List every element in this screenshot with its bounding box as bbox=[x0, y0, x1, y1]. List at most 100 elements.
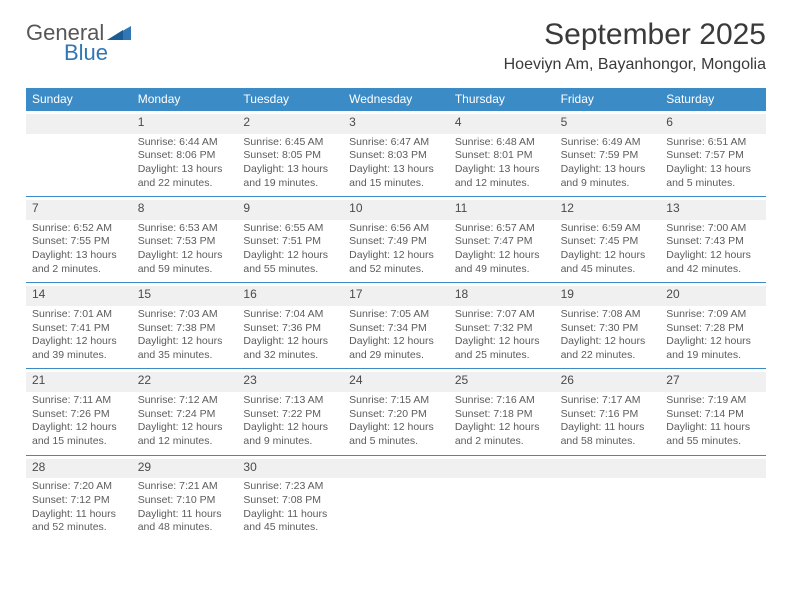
sunrise-text: Sunrise: 7:00 AM bbox=[666, 222, 760, 236]
day-number bbox=[666, 460, 760, 476]
week-row: 7Sunrise: 6:52 AMSunset: 7:55 PMDaylight… bbox=[26, 197, 766, 283]
day-number bbox=[455, 460, 549, 476]
day-cell: 24Sunrise: 7:15 AMSunset: 7:20 PMDayligh… bbox=[343, 369, 449, 454]
daylight-text: Daylight: 12 hours and 49 minutes. bbox=[455, 249, 549, 276]
daylight-text: Daylight: 11 hours and 45 minutes. bbox=[243, 508, 337, 535]
day-number bbox=[561, 460, 655, 476]
day-cell: 6Sunrise: 6:51 AMSunset: 7:57 PMDaylight… bbox=[660, 111, 766, 196]
sunrise-text: Sunrise: 6:47 AM bbox=[349, 136, 443, 150]
week-row: 14Sunrise: 7:01 AMSunset: 7:41 PMDayligh… bbox=[26, 283, 766, 369]
sunset-text: Sunset: 7:49 PM bbox=[349, 235, 443, 249]
day-number: 22 bbox=[138, 373, 232, 389]
sunrise-text: Sunrise: 7:20 AM bbox=[32, 480, 126, 494]
day-number-row: 5 bbox=[555, 114, 661, 134]
day-cell: 13Sunrise: 7:00 AMSunset: 7:43 PMDayligh… bbox=[660, 197, 766, 282]
day-number: 2 bbox=[243, 115, 337, 131]
sunset-text: Sunset: 7:53 PM bbox=[138, 235, 232, 249]
sunrise-text: Sunrise: 6:51 AM bbox=[666, 136, 760, 150]
daylight-text: Daylight: 12 hours and 9 minutes. bbox=[243, 421, 337, 448]
sunrise-text: Sunrise: 7:21 AM bbox=[138, 480, 232, 494]
day-number-row: 22 bbox=[132, 372, 238, 392]
day-number: 12 bbox=[561, 201, 655, 217]
day-number: 16 bbox=[243, 287, 337, 303]
sunrise-text: Sunrise: 7:15 AM bbox=[349, 394, 443, 408]
sunrise-text: Sunrise: 7:08 AM bbox=[561, 308, 655, 322]
week-row: 1Sunrise: 6:44 AMSunset: 8:06 PMDaylight… bbox=[26, 111, 766, 197]
sunset-text: Sunset: 7:24 PM bbox=[138, 408, 232, 422]
sunset-text: Sunset: 7:55 PM bbox=[32, 235, 126, 249]
weekday-label: Sunday bbox=[26, 88, 132, 111]
day-number: 14 bbox=[32, 287, 126, 303]
sunset-text: Sunset: 7:18 PM bbox=[455, 408, 549, 422]
day-number-row: 18 bbox=[449, 286, 555, 306]
sunset-text: Sunset: 7:12 PM bbox=[32, 494, 126, 508]
daylight-text: Daylight: 12 hours and 45 minutes. bbox=[561, 249, 655, 276]
daylight-text: Daylight: 11 hours and 55 minutes. bbox=[666, 421, 760, 448]
day-number-row: 25 bbox=[449, 372, 555, 392]
day-number-row: 16 bbox=[237, 286, 343, 306]
weekday-label: Friday bbox=[555, 88, 661, 111]
empty-cell bbox=[343, 456, 449, 541]
day-number-row: 11 bbox=[449, 200, 555, 220]
day-number: 11 bbox=[455, 201, 549, 217]
day-cell: 19Sunrise: 7:08 AMSunset: 7:30 PMDayligh… bbox=[555, 283, 661, 368]
daylight-text: Daylight: 11 hours and 48 minutes. bbox=[138, 508, 232, 535]
day-number: 28 bbox=[32, 460, 126, 476]
daylight-text: Daylight: 13 hours and 15 minutes. bbox=[349, 163, 443, 190]
day-number-row: 24 bbox=[343, 372, 449, 392]
day-number bbox=[32, 115, 126, 131]
weekday-header: Sunday Monday Tuesday Wednesday Thursday… bbox=[26, 88, 766, 111]
day-number: 29 bbox=[138, 460, 232, 476]
sunset-text: Sunset: 7:20 PM bbox=[349, 408, 443, 422]
daylight-text: Daylight: 13 hours and 9 minutes. bbox=[561, 163, 655, 190]
calendar-page: General Blue September 2025 Hoeviyn Am, … bbox=[0, 0, 792, 541]
day-number: 25 bbox=[455, 373, 549, 389]
day-number-row: 8 bbox=[132, 200, 238, 220]
sunset-text: Sunset: 7:38 PM bbox=[138, 322, 232, 336]
sunrise-text: Sunrise: 6:48 AM bbox=[455, 136, 549, 150]
sunset-text: Sunset: 7:28 PM bbox=[666, 322, 760, 336]
day-number-row: 27 bbox=[660, 372, 766, 392]
day-cell: 30Sunrise: 7:23 AMSunset: 7:08 PMDayligh… bbox=[237, 456, 343, 541]
month-title: September 2025 bbox=[504, 18, 766, 52]
day-number: 17 bbox=[349, 287, 443, 303]
sunrise-text: Sunrise: 6:56 AM bbox=[349, 222, 443, 236]
day-number bbox=[349, 460, 443, 476]
day-number-row: 26 bbox=[555, 372, 661, 392]
empty-cell bbox=[555, 456, 661, 541]
sunset-text: Sunset: 7:32 PM bbox=[455, 322, 549, 336]
daylight-text: Daylight: 12 hours and 12 minutes. bbox=[138, 421, 232, 448]
daylight-text: Daylight: 12 hours and 29 minutes. bbox=[349, 335, 443, 362]
title-block: September 2025 Hoeviyn Am, Bayanhongor, … bbox=[504, 18, 766, 74]
day-number: 15 bbox=[138, 287, 232, 303]
day-number: 13 bbox=[666, 201, 760, 217]
day-number: 8 bbox=[138, 201, 232, 217]
day-number-row: 29 bbox=[132, 459, 238, 479]
day-number: 1 bbox=[138, 115, 232, 131]
daylight-text: Daylight: 12 hours and 52 minutes. bbox=[349, 249, 443, 276]
day-number-row: 28 bbox=[26, 459, 132, 479]
daylight-text: Daylight: 13 hours and 22 minutes. bbox=[138, 163, 232, 190]
sunset-text: Sunset: 7:57 PM bbox=[666, 149, 760, 163]
day-cell: 5Sunrise: 6:49 AMSunset: 7:59 PMDaylight… bbox=[555, 111, 661, 196]
sunrise-text: Sunrise: 7:07 AM bbox=[455, 308, 549, 322]
day-cell: 9Sunrise: 6:55 AMSunset: 7:51 PMDaylight… bbox=[237, 197, 343, 282]
daylight-text: Daylight: 13 hours and 12 minutes. bbox=[455, 163, 549, 190]
day-number-row bbox=[343, 459, 449, 479]
day-number: 5 bbox=[561, 115, 655, 131]
day-number: 9 bbox=[243, 201, 337, 217]
day-number: 3 bbox=[349, 115, 443, 131]
empty-cell bbox=[660, 456, 766, 541]
day-number: 20 bbox=[666, 287, 760, 303]
sunset-text: Sunset: 7:51 PM bbox=[243, 235, 337, 249]
day-number-row bbox=[26, 114, 132, 134]
day-number-row: 20 bbox=[660, 286, 766, 306]
sunrise-text: Sunrise: 7:23 AM bbox=[243, 480, 337, 494]
daylight-text: Daylight: 13 hours and 19 minutes. bbox=[243, 163, 337, 190]
weekday-label: Thursday bbox=[449, 88, 555, 111]
day-number-row: 21 bbox=[26, 372, 132, 392]
day-number: 23 bbox=[243, 373, 337, 389]
sunset-text: Sunset: 7:47 PM bbox=[455, 235, 549, 249]
day-number-row: 17 bbox=[343, 286, 449, 306]
sunrise-text: Sunrise: 6:49 AM bbox=[561, 136, 655, 150]
